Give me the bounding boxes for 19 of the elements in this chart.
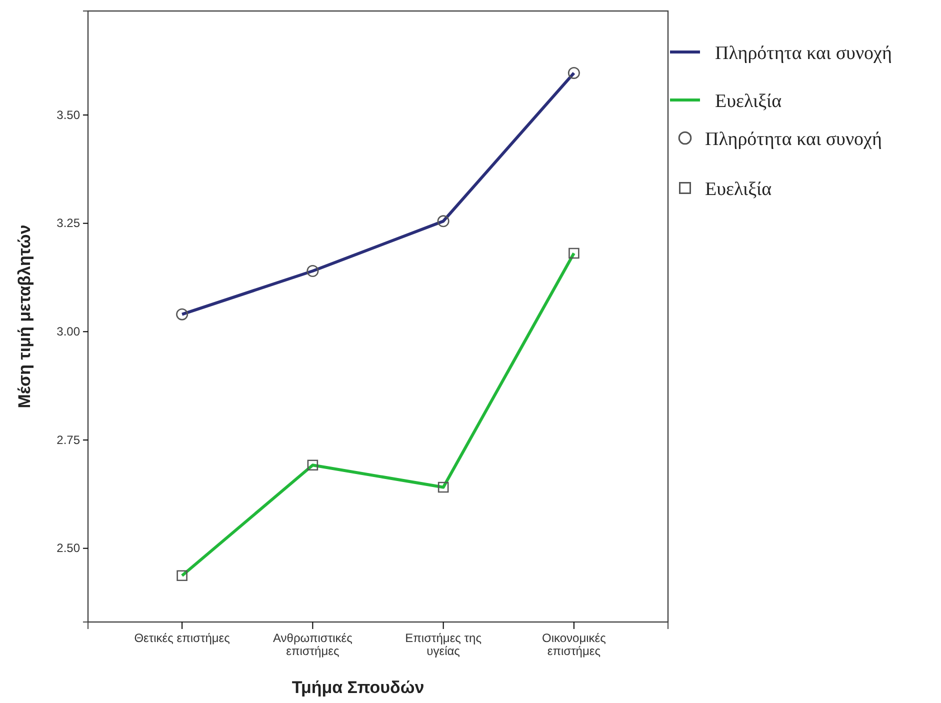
legend-label: Ευελιξία [705,179,772,200]
point [176,308,188,320]
x-axis-title: Τμήμα Σπουδών [292,678,424,697]
text: Πληρότητα και συνοχή [715,43,892,64]
y-tick-label: 2.50 [56,541,80,556]
x-tick-label: Θετικές επιστήμες [134,631,230,645]
point [306,265,319,277]
legend-label: Πληρότητα και συνοχή [705,129,882,150]
point [437,215,450,228]
y-tick-label: 2.75 [56,432,80,447]
x-tick-label: Οικονομικές επιστήμες [542,631,606,658]
text: Ευελιξία [715,91,782,112]
x-tick-label: Επιστήμες της υγείας [405,631,482,658]
x-tick-label: Ανθρωπιστικές επιστήμες [272,631,353,658]
y-tick-label: 3.00 [56,324,80,339]
y-tick-label: 3.50 [56,108,80,122]
point [568,66,580,79]
y-axis-title: Μέση τιμή μεταβλητών [15,224,34,408]
y-tick-label: 3.25 [56,216,80,230]
